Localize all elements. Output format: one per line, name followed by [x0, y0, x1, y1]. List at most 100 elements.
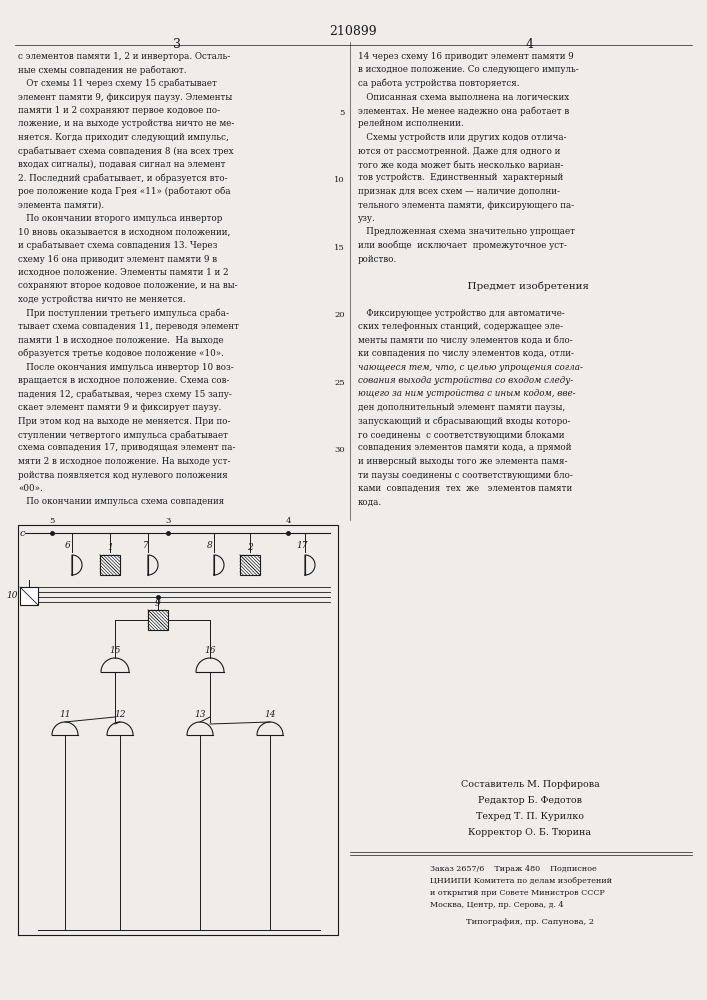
- Text: ройства появляется код нулевого положения: ройства появляется код нулевого положени…: [18, 471, 228, 480]
- Text: По окончании второго импульса инвертор: По окончании второго импульса инвертор: [18, 214, 223, 223]
- Text: входах сигналы), подавая сигнал на элемент: входах сигналы), подавая сигнал на элеме…: [18, 160, 226, 169]
- Text: ходе устройства ничто не меняется.: ходе устройства ничто не меняется.: [18, 295, 186, 304]
- Text: элементах. Не менее надежно она работает в: элементах. Не менее надежно она работает…: [358, 106, 569, 115]
- Text: Москва, Центр, пр. Серова, д. 4: Москва, Центр, пр. Серова, д. 4: [430, 901, 563, 909]
- Bar: [20, 587, 38, 605]
- Text: с элементов памяти 1, 2 и инвертора. Осталь-: с элементов памяти 1, 2 и инвертора. Ост…: [18, 52, 230, 61]
- Text: запускающий и сбрасывающий входы которо-: запускающий и сбрасывающий входы которо-: [358, 416, 571, 426]
- Text: няется. Когда приходит следующий импульс,: няется. Когда приходит следующий импульс…: [18, 133, 229, 142]
- Text: 9: 9: [155, 599, 161, 608]
- Text: От схемы 11 через схему 15 срабатывает: От схемы 11 через схему 15 срабатывает: [18, 79, 217, 89]
- Text: 13: 13: [194, 710, 206, 719]
- Text: вращается в исходное положение. Схема сов-: вращается в исходное положение. Схема со…: [18, 376, 230, 385]
- Bar: [148, 610, 168, 630]
- Text: ные схемы совпадения не работают.: ные схемы совпадения не работают.: [18, 66, 187, 75]
- Text: Составитель М. Порфирова: Составитель М. Порфирова: [461, 780, 600, 789]
- Text: срабатывает схема совпадения 8 (на всех трех: срабатывает схема совпадения 8 (на всех …: [18, 146, 233, 156]
- Text: го соединены  с соответствующими блоками: го соединены с соответствующими блоками: [358, 430, 564, 440]
- Text: 7: 7: [143, 541, 149, 550]
- Text: 25: 25: [334, 379, 345, 387]
- Text: 14 через схему 16 приводит элемент памяти 9: 14 через схему 16 приводит элемент памят…: [358, 52, 574, 61]
- Text: 6: 6: [65, 541, 71, 550]
- Text: Заказ 2657/6    Тираж 480    Подписное: Заказ 2657/6 Тираж 480 Подписное: [430, 865, 597, 873]
- Text: По окончании импульса схема совпадения: По окончании импульса схема совпадения: [18, 497, 224, 506]
- Text: образуется третье кодовое положение «10».: образуется третье кодовое положение «10»…: [18, 349, 224, 359]
- Text: 10: 10: [334, 176, 345, 184]
- Text: ющего за ним устройства с иным кодом, вве-: ющего за ним устройства с иным кодом, вв…: [358, 389, 575, 398]
- Text: 4: 4: [526, 38, 534, 51]
- Text: 5: 5: [339, 109, 345, 117]
- Text: После окончания импульса инвертор 10 воз-: После окончания импульса инвертор 10 воз…: [18, 362, 234, 371]
- Text: ложение, и на выходе устройства ничто не ме-: ложение, и на выходе устройства ничто не…: [18, 119, 235, 128]
- Text: сования выхода устройства со входом следу-: сования выхода устройства со входом след…: [358, 376, 573, 385]
- Text: и открытий при Совете Министров СССР: и открытий при Совете Министров СССР: [430, 889, 604, 897]
- Text: и инверсный выходы того же элемента памя-: и инверсный выходы того же элемента памя…: [358, 457, 568, 466]
- Text: тов устройств.  Единственный  характерный: тов устройств. Единственный характерный: [358, 174, 563, 182]
- Text: элемента памяти).: элемента памяти).: [18, 200, 104, 210]
- Text: ступлении четвертого импульса срабатывает: ступлении четвертого импульса срабатывае…: [18, 430, 228, 440]
- Text: ройство.: ройство.: [358, 254, 397, 263]
- Text: 2: 2: [247, 543, 253, 552]
- Text: ются от рассмотренной. Даже для одного и: ются от рассмотренной. Даже для одного и: [358, 146, 561, 155]
- Text: са работа устройства повторяется.: са работа устройства повторяется.: [358, 79, 520, 89]
- Text: ками  совпадения  тех  же   элементов памяти: ками совпадения тех же элементов памяти: [358, 484, 572, 493]
- Text: схему 16 она приводит элемент памяти 9 в: схему 16 она приводит элемент памяти 9 в: [18, 254, 217, 263]
- Text: ки совпадения по числу элементов кода, отли-: ки совпадения по числу элементов кода, о…: [358, 349, 574, 358]
- Text: ден дополнительный элемент памяти паузы,: ден дополнительный элемент памяти паузы,: [358, 403, 566, 412]
- Text: 20: 20: [334, 311, 345, 319]
- Text: Редактор Б. Федотов: Редактор Б. Федотов: [478, 796, 582, 805]
- Text: 30: 30: [334, 446, 345, 454]
- Bar: [100, 555, 120, 575]
- Text: 8: 8: [207, 541, 213, 550]
- Text: 12: 12: [115, 710, 126, 719]
- Text: ских телефонных станций, содержащее эле-: ских телефонных станций, содержащее эле-: [358, 322, 563, 331]
- Text: Фиксирующее устройство для автоматиче-: Фиксирующее устройство для автоматиче-: [358, 308, 565, 318]
- Text: релейном исполнении.: релейном исполнении.: [358, 119, 464, 128]
- Text: 15: 15: [110, 646, 121, 655]
- Text: 210899: 210899: [329, 25, 377, 38]
- Text: ти паузы соединены с соответствующими бло-: ти паузы соединены с соответствующими бл…: [358, 471, 573, 480]
- Text: совпадения элементов памяти кода, а прямой: совпадения элементов памяти кода, а прям…: [358, 444, 571, 452]
- Text: Предмет изобретения: Предмет изобретения: [448, 282, 588, 291]
- Text: 11: 11: [59, 710, 71, 719]
- Text: 15: 15: [334, 244, 345, 252]
- Text: 17: 17: [296, 541, 308, 550]
- Text: мяти 2 в исходное положение. На выходе уст-: мяти 2 в исходное положение. На выходе у…: [18, 457, 230, 466]
- Text: сохраняют второе кодовое положение, и на вы-: сохраняют второе кодовое положение, и на…: [18, 282, 238, 290]
- Text: Предложенная схема значительно упрощает: Предложенная схема значительно упрощает: [358, 228, 575, 236]
- Text: 10 вновь оказывается в исходном положении,: 10 вновь оказывается в исходном положени…: [18, 228, 230, 236]
- Text: 1: 1: [107, 543, 113, 552]
- Text: памяти 1 в исходное положение.  На выходе: памяти 1 в исходное положение. На выходе: [18, 336, 223, 344]
- Text: в исходное положение. Со следующего импуль-: в исходное положение. Со следующего импу…: [358, 66, 579, 75]
- Text: кода.: кода.: [358, 497, 382, 506]
- Text: 3: 3: [173, 38, 181, 51]
- Text: 16: 16: [204, 646, 216, 655]
- Text: Корректор О. Б. Тюрина: Корректор О. Б. Тюрина: [469, 828, 592, 837]
- Text: признак для всех схем — наличие дополни-: признак для всех схем — наличие дополни-: [358, 187, 560, 196]
- Text: «00».: «00».: [18, 484, 42, 493]
- Bar: [240, 555, 260, 575]
- Text: ЦНИИПИ Комитета по делам изобретений: ЦНИИПИ Комитета по делам изобретений: [430, 877, 612, 885]
- Text: c: c: [20, 528, 25, 538]
- Text: тельного элемента памяти, фиксирующего па-: тельного элемента памяти, фиксирующего п…: [358, 200, 574, 210]
- Text: 4: 4: [285, 517, 291, 525]
- Text: 10: 10: [6, 591, 18, 600]
- Text: элемент памяти 9, фиксируя паузу. Элементы: элемент памяти 9, фиксируя паузу. Элемен…: [18, 93, 233, 102]
- Text: 14: 14: [264, 710, 276, 719]
- Text: Техред Т. П. Курилко: Техред Т. П. Курилко: [476, 812, 584, 821]
- Text: Типография, пр. Сапунова, 2: Типография, пр. Сапунова, 2: [466, 918, 594, 926]
- Text: скает элемент памяти 9 и фиксирует паузу.: скает элемент памяти 9 и фиксирует паузу…: [18, 403, 221, 412]
- Text: тывает схема совпадения 11, переводя элемент: тывает схема совпадения 11, переводя эле…: [18, 322, 239, 331]
- Text: рое положение кода Грея «11» (работают оба: рое положение кода Грея «11» (работают о…: [18, 187, 230, 196]
- Text: Схемы устройств или других кодов отлича-: Схемы устройств или других кодов отлича-: [358, 133, 566, 142]
- Text: или вообще  исключает  промежуточное уст-: или вообще исключает промежуточное уст-: [358, 241, 567, 250]
- Text: чающееся тем, что, с целью упрощения согла-: чающееся тем, что, с целью упрощения сог…: [358, 362, 583, 371]
- Text: При этом код на выходе не меняется. При по-: При этом код на выходе не меняется. При …: [18, 416, 230, 426]
- Text: исходное положение. Элементы памяти 1 и 2: исходное положение. Элементы памяти 1 и …: [18, 268, 228, 277]
- Text: 5: 5: [49, 517, 54, 525]
- Text: того же кода может быть несколько вариан-: того же кода может быть несколько вариан…: [358, 160, 563, 169]
- Text: менты памяти по числу элементов кода и бло-: менты памяти по числу элементов кода и б…: [358, 336, 573, 345]
- Text: узу.: узу.: [358, 214, 375, 223]
- Text: 2. Последний срабатывает, и образуется вто-: 2. Последний срабатывает, и образуется в…: [18, 174, 228, 183]
- Text: памяти 1 и 2 сохраняют первое кодовое по-: памяти 1 и 2 сохраняют первое кодовое по…: [18, 106, 220, 115]
